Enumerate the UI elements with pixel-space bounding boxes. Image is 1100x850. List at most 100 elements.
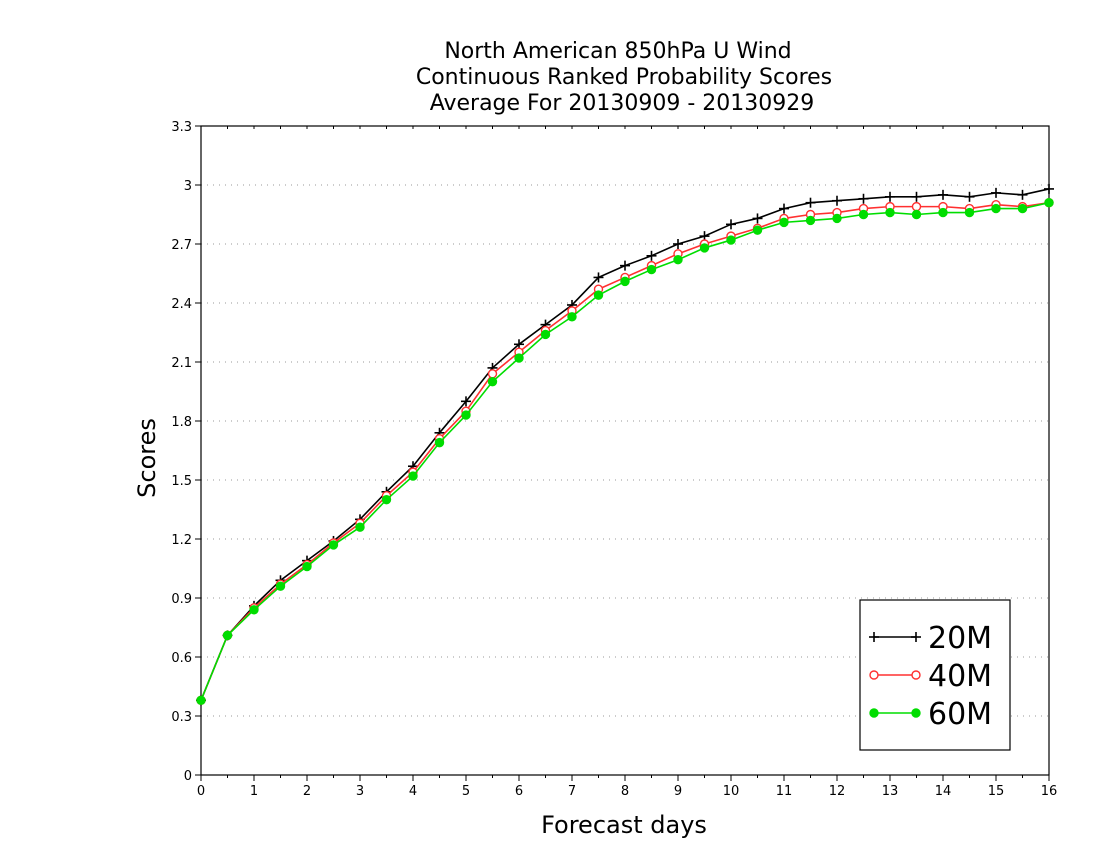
data-point-60M-14 — [567, 312, 577, 322]
data-point-20M-16 — [620, 260, 630, 271]
data-point-20M-26 — [885, 191, 895, 202]
x-axis-ticks: 0 1 2 3 4 5 6 7 8 9 10 11 12 13 14 15 16 — [197, 126, 1057, 799]
x-tick-label-4: 4 — [409, 784, 417, 799]
legend-marker-start — [869, 632, 879, 642]
data-point-60M-8 — [408, 471, 418, 481]
x-tick-label-13: 13 — [882, 784, 899, 799]
series-layer — [196, 183, 1054, 706]
y-tick-label-8: 2.4 — [171, 297, 192, 312]
data-point-60M-23 — [805, 215, 816, 226]
data-point-20M-29 — [964, 191, 975, 202]
data-point-20M-30 — [991, 187, 1001, 198]
data-point-20M-21 — [752, 213, 763, 224]
data-point-60M-28 — [938, 207, 948, 218]
data-point-60M-4 — [302, 561, 312, 572]
legend-marker-end — [911, 632, 921, 642]
data-point-60M-11 — [487, 376, 498, 387]
data-point-60M-29 — [964, 207, 975, 218]
y-tick-label-6: 1.8 — [171, 415, 192, 430]
data-point-60M-19 — [699, 243, 710, 253]
x-tick-label-14: 14 — [935, 784, 952, 799]
data-point-60M-21 — [752, 225, 763, 235]
x-tick-label-3: 3 — [356, 784, 364, 799]
y-tick-label-3: 0.9 — [171, 592, 192, 607]
y-tick-label-1: 0.3 — [171, 710, 192, 725]
data-point-40M-11 — [487, 369, 498, 379]
y-axis-ticks: 0 0.3 0.6 0.9 1.2 1.5 1.8 2.1 2.4 2.7 3 3.3 — [171, 120, 201, 784]
data-point-20M-32 — [1044, 183, 1054, 194]
data-point-60M-0 — [196, 695, 206, 705]
data-point-60M-10 — [461, 410, 471, 420]
data-point-20M-18 — [673, 239, 683, 249]
data-point-60M-32 — [1044, 198, 1054, 208]
legend-label-20M: 20M — [928, 621, 992, 656]
y-tick-label-4: 1.2 — [171, 533, 192, 548]
data-point-60M-22 — [779, 217, 789, 228]
x-tick-label-15: 15 — [988, 784, 1005, 799]
chart-title: North American 850hPa U Wind Continuous … — [416, 39, 832, 116]
legend-label-60M: 60M — [928, 697, 992, 732]
data-point-60M-20 — [726, 235, 736, 245]
data-point-60M-12 — [514, 353, 524, 363]
x-tick-label-1: 1 — [250, 784, 258, 799]
data-point-20M-17 — [646, 250, 657, 261]
data-point-60M-13 — [540, 329, 551, 340]
data-point-60M-31 — [1017, 203, 1028, 214]
y-tick-label-11: 3.3 — [171, 120, 192, 135]
data-point-60M-6 — [355, 522, 365, 532]
title-line-3: Average For 20130909 - 20130929 — [430, 91, 815, 116]
legend-marker-start — [869, 670, 879, 680]
legend-item-60M: 60M — [869, 697, 992, 732]
legend-item-40M: 40M — [869, 659, 992, 694]
y-axis-label: Scores — [133, 418, 161, 498]
data-point-60M-15 — [593, 290, 604, 300]
x-tick-label-5: 5 — [462, 784, 470, 799]
data-point-20M-24 — [832, 195, 842, 206]
data-point-20M-22 — [779, 203, 789, 214]
legend-marker-start — [869, 708, 879, 718]
data-point-60M-24 — [832, 213, 842, 224]
data-point-60M-17 — [646, 264, 657, 275]
x-tick-label-6: 6 — [515, 784, 523, 799]
data-point-20M-10 — [461, 396, 471, 407]
y-tick-label-5: 1.5 — [171, 474, 192, 489]
x-tick-label-7: 7 — [568, 784, 576, 799]
title-line-1: North American 850hPa U Wind — [444, 39, 791, 64]
y-tick-label-9: 2.7 — [171, 238, 192, 253]
data-point-60M-16 — [620, 276, 630, 287]
data-point-60M-3 — [275, 581, 286, 591]
data-point-60M-9 — [434, 437, 445, 448]
series-60M — [196, 198, 1054, 705]
data-point-60M-18 — [673, 255, 683, 265]
data-point-20M-27 — [911, 191, 922, 202]
legend-marker-end — [911, 708, 921, 718]
x-tick-label-8: 8 — [621, 784, 629, 799]
x-axis-label: Forecast days — [541, 811, 707, 839]
legend-marker-end — [911, 670, 921, 680]
data-point-20M-31 — [1017, 189, 1028, 200]
data-point-20M-28 — [938, 189, 948, 200]
data-point-60M-26 — [885, 207, 895, 218]
x-tick-label-11: 11 — [776, 784, 793, 799]
data-point-40M-27 — [911, 201, 922, 212]
legend-item-20M: 20M — [869, 621, 992, 656]
data-point-20M-23 — [805, 197, 816, 208]
data-point-60M-27 — [911, 209, 922, 220]
data-point-20M-15 — [593, 272, 604, 283]
x-tick-label-12: 12 — [829, 784, 846, 799]
y-tick-label-2: 0.6 — [171, 651, 192, 666]
data-point-20M-25 — [858, 193, 869, 204]
data-point-60M-7 — [381, 494, 392, 505]
x-tick-label-10: 10 — [723, 784, 740, 799]
y-tick-label-7: 2.1 — [171, 356, 192, 371]
data-point-60M-25 — [858, 209, 869, 220]
y-tick-label-10: 3 — [184, 179, 192, 194]
x-tick-label-2: 2 — [303, 784, 311, 799]
x-tick-label-9: 9 — [674, 784, 682, 799]
x-tick-label-0: 0 — [197, 784, 205, 799]
data-point-60M-2 — [249, 605, 259, 615]
data-point-20M-20 — [726, 219, 736, 230]
data-point-60M-30 — [991, 203, 1001, 214]
